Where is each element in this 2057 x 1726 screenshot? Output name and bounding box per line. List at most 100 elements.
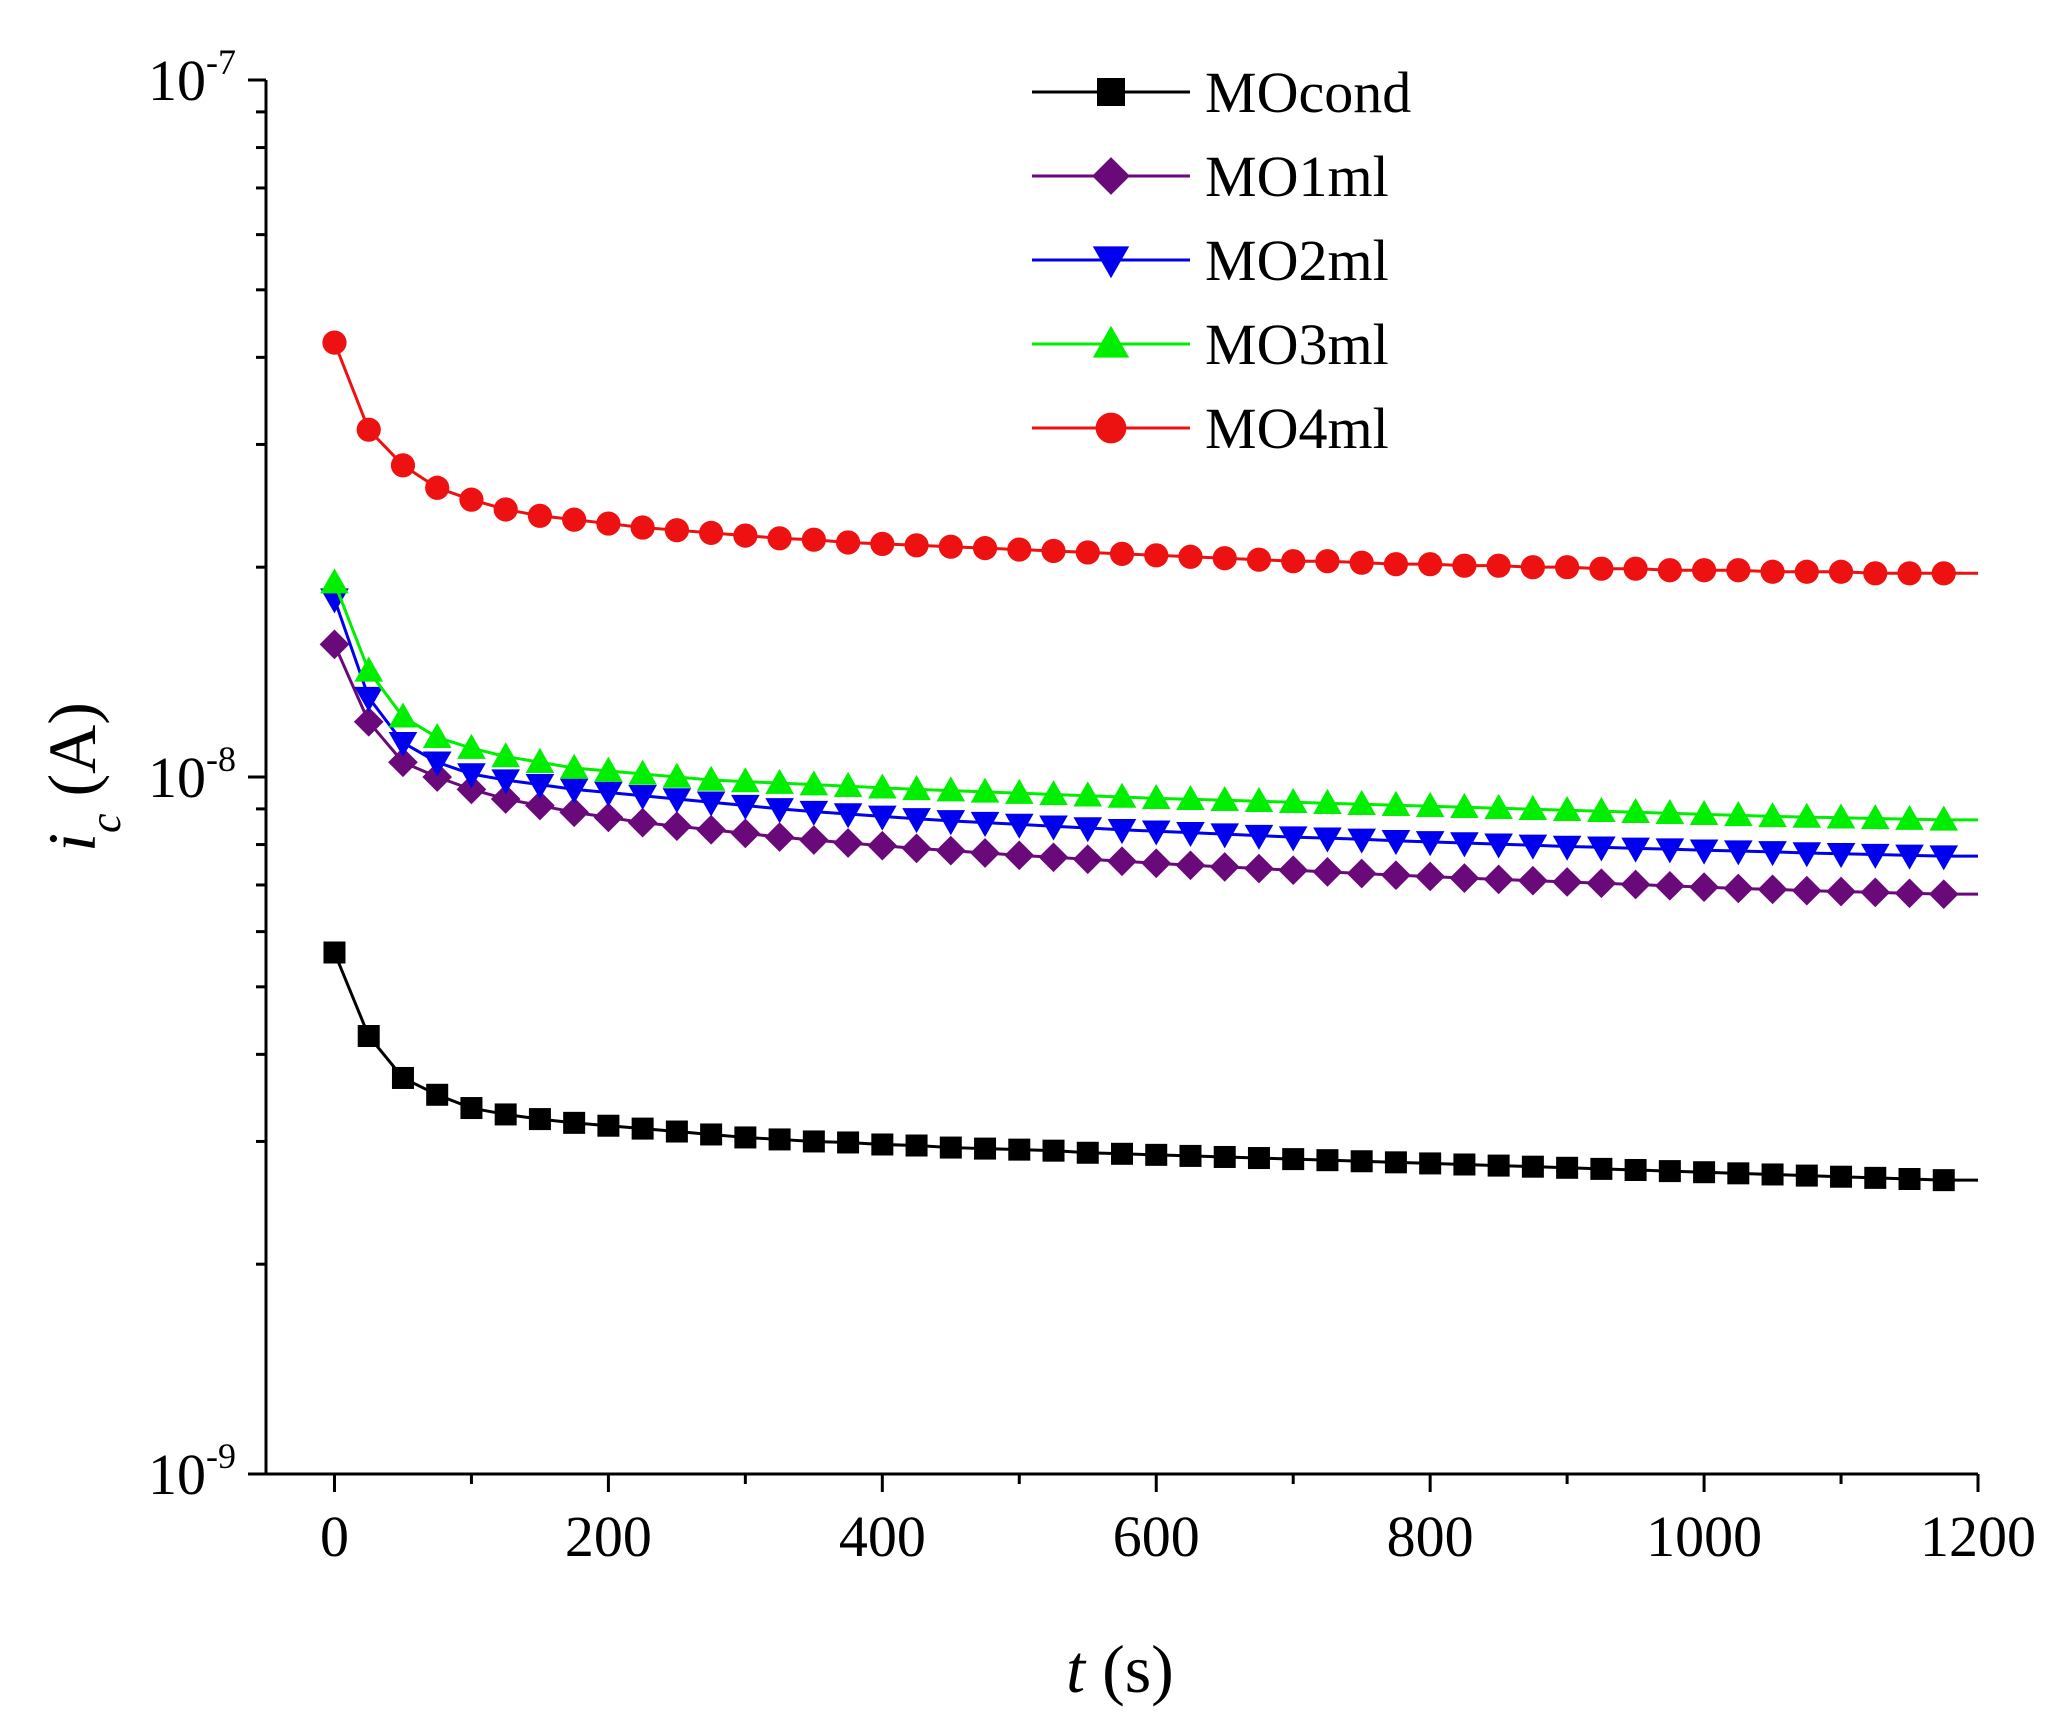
data-point — [1008, 1138, 1031, 1161]
data-point — [970, 811, 1000, 837]
data-point — [802, 1130, 825, 1153]
y-axis-unit: (A) — [34, 702, 110, 813]
data-point — [494, 1103, 517, 1126]
data-point — [559, 797, 590, 828]
data-point — [1555, 555, 1580, 580]
data-point — [459, 487, 484, 512]
data-point — [1452, 553, 1477, 578]
legend-marker — [1092, 157, 1130, 195]
data-point — [1042, 1139, 1065, 1162]
data-point — [357, 1025, 380, 1048]
data-point — [631, 1117, 654, 1140]
data-point — [1621, 797, 1650, 824]
data-point — [1826, 843, 1856, 869]
data-point — [734, 1126, 757, 1149]
data-point — [1312, 856, 1343, 887]
data-point — [970, 838, 1000, 868]
data-point — [1658, 1160, 1681, 1183]
data-point — [731, 767, 760, 793]
data-point — [835, 530, 861, 555]
data-point — [1246, 547, 1272, 572]
data-point — [1727, 1162, 1750, 1185]
data-point — [1520, 555, 1545, 580]
data-point — [627, 807, 658, 838]
x-tick-label: 1000 — [1646, 1504, 1762, 1569]
data-point — [1244, 824, 1274, 850]
data-point — [320, 568, 349, 594]
data-point — [1350, 1150, 1373, 1173]
data-point — [1449, 863, 1480, 893]
data-point — [356, 417, 381, 442]
data-point — [1315, 549, 1340, 574]
data-point — [1623, 556, 1648, 581]
data-point — [1213, 1145, 1236, 1168]
legend-label: MO1ml — [1205, 144, 1389, 209]
x-tick-label: 200 — [565, 1504, 652, 1569]
data-point — [1624, 1158, 1647, 1181]
data-point — [1278, 855, 1309, 886]
data-point — [525, 773, 555, 799]
data-point — [1141, 848, 1172, 879]
data-point — [1450, 792, 1479, 818]
data-point — [562, 507, 587, 532]
data-point — [388, 702, 418, 728]
legend-marker — [1092, 246, 1130, 279]
data-point — [493, 497, 518, 522]
x-axis-title: t (s) — [1066, 1631, 1174, 1707]
data-point — [1004, 813, 1034, 839]
data-point — [528, 1108, 551, 1131]
data-point — [1415, 861, 1446, 892]
data-point — [1655, 838, 1685, 864]
data-point — [490, 784, 521, 814]
data-point — [1107, 782, 1137, 808]
legend-item-MO1ml: MO1ml — [1032, 144, 1389, 209]
data-point — [1178, 544, 1203, 569]
series-MOcond — [323, 941, 1978, 1192]
data-point — [1107, 846, 1137, 877]
x-tick-label: 0 — [320, 1504, 349, 1569]
data-point — [1075, 540, 1100, 565]
data-point — [1791, 875, 1822, 906]
data-point — [1381, 860, 1411, 891]
data-point — [491, 769, 520, 795]
data-point — [1209, 852, 1240, 882]
y-tick-base: 10 — [148, 745, 206, 810]
data-point — [1895, 844, 1924, 870]
data-point — [1723, 873, 1754, 904]
data-point — [594, 756, 623, 782]
data-point — [801, 527, 826, 552]
data-point — [733, 523, 758, 548]
data-point — [1004, 840, 1035, 871]
data-point — [1556, 1156, 1579, 1179]
data-point — [700, 1123, 723, 1146]
data-point — [457, 763, 486, 789]
data-point — [1381, 830, 1411, 856]
data-point — [1654, 870, 1685, 901]
series-MO1ml — [319, 629, 1978, 910]
data-point — [391, 1066, 414, 1089]
data-point — [1758, 802, 1787, 828]
data-point — [970, 777, 1000, 803]
series-layer — [319, 330, 1978, 1192]
legend-marker — [1095, 412, 1127, 444]
data-point — [833, 771, 863, 797]
y-tick-label: 10-8 — [148, 739, 236, 810]
data-point — [935, 835, 966, 866]
data-point — [1483, 864, 1514, 895]
data-point — [768, 1128, 791, 1151]
data-point — [662, 788, 692, 814]
legend-item-MO4ml: MO4ml — [1032, 396, 1389, 461]
data-point — [319, 629, 350, 660]
legend-item-MO3ml: MO3ml — [1032, 312, 1389, 377]
data-point — [1826, 876, 1856, 907]
data-point — [596, 511, 621, 536]
data-point — [594, 781, 623, 807]
data-point — [457, 733, 486, 759]
x-tick-label: 600 — [1113, 1504, 1200, 1569]
data-point — [322, 330, 347, 355]
data-point — [1450, 832, 1479, 858]
data-point — [390, 453, 416, 478]
data-point — [902, 808, 931, 834]
data-point — [696, 791, 726, 817]
data-point — [1144, 543, 1169, 568]
